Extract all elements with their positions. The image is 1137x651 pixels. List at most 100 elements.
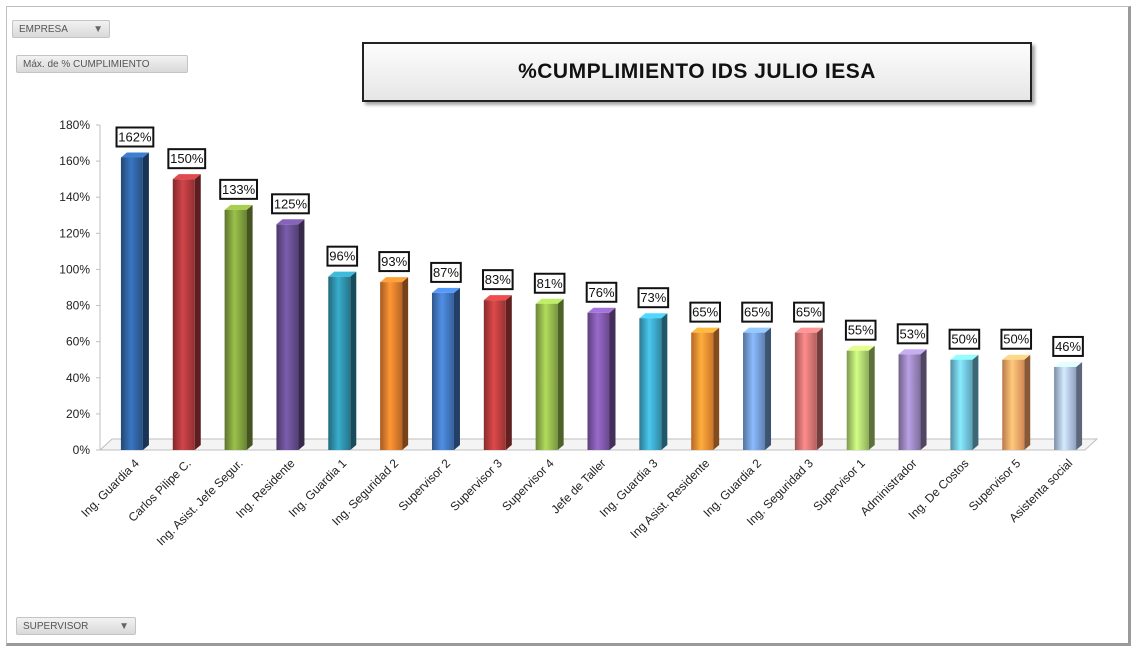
data-label: 65%	[744, 305, 770, 320]
data-label-box	[533, 272, 566, 294]
data-label: 53%	[900, 326, 926, 341]
bar-top	[691, 327, 720, 333]
data-label-box	[378, 251, 410, 273]
bar-top	[1054, 361, 1083, 367]
data-label: 73%	[640, 290, 666, 305]
bar-front	[535, 303, 558, 450]
x-tick-label: Supervisor 3	[447, 456, 505, 514]
measure-field-label: Máx. de % CUMPLIMIENTO	[23, 58, 150, 70]
bar-top	[380, 277, 409, 283]
bar-side	[350, 271, 357, 450]
data-label: 125%	[274, 196, 308, 211]
bar-side	[194, 174, 201, 450]
bar[interactable]	[120, 152, 149, 451]
data-label: 65%	[796, 305, 822, 320]
bar-side	[713, 327, 720, 450]
supervisor-filter-button[interactable]: SUPERVISOR ▼	[16, 617, 136, 635]
bar[interactable]	[380, 277, 409, 450]
y-tick-label: 180%	[59, 118, 90, 132]
bar[interactable]	[431, 287, 460, 450]
y-tick-label: 160%	[59, 154, 90, 168]
empresa-filter-button[interactable]: EMPRESA ▼	[12, 20, 110, 38]
chart-title-box: %CUMPLIMIENTO IDS JULIO IESA	[362, 42, 1032, 102]
bar-side	[661, 313, 668, 450]
y-tick-label: 80%	[66, 299, 90, 313]
bar-top	[120, 152, 149, 158]
bar-top	[950, 354, 979, 360]
bar-front	[276, 224, 299, 450]
bar-front	[224, 209, 247, 450]
bar-front	[431, 292, 454, 450]
bar-front	[743, 332, 766, 450]
data-label-box	[689, 301, 721, 323]
data-label: 50%	[951, 332, 977, 347]
bar-front	[328, 276, 351, 450]
data-label-box	[271, 193, 310, 215]
bar[interactable]	[743, 327, 772, 450]
bar[interactable]	[224, 204, 253, 450]
bar-side	[557, 298, 564, 450]
bar-front	[950, 359, 973, 450]
bar-side	[246, 204, 253, 450]
bar-top	[276, 219, 305, 225]
y-tick-label: 120%	[59, 226, 90, 240]
bar[interactable]	[328, 271, 357, 450]
bar-side	[920, 349, 927, 450]
y-tick-label: 0%	[73, 443, 91, 457]
bar-top	[224, 204, 253, 210]
bar[interactable]	[846, 345, 875, 450]
data-label-box	[430, 261, 462, 283]
bar-side	[1076, 361, 1083, 450]
bar[interactable]	[535, 298, 564, 450]
bar-front	[483, 300, 506, 450]
bar[interactable]	[172, 174, 201, 450]
data-label-box	[1000, 328, 1033, 350]
bar-top	[794, 327, 823, 333]
bar[interactable]	[483, 295, 512, 450]
data-label-box	[585, 281, 618, 303]
bar-front	[587, 312, 610, 450]
y-tick-label: 20%	[66, 407, 90, 421]
bar-top	[639, 313, 668, 319]
chart-title: %CUMPLIMIENTO IDS JULIO IESA	[518, 60, 876, 83]
bar[interactable]	[639, 313, 668, 450]
bar[interactable]	[587, 307, 616, 450]
data-label-box	[948, 328, 981, 350]
bar-top	[898, 349, 927, 355]
bar-front	[1054, 366, 1077, 450]
bar-side	[402, 277, 409, 450]
bar-top	[172, 174, 201, 180]
bar[interactable]	[950, 354, 979, 450]
bar[interactable]	[691, 327, 720, 450]
data-label-box	[482, 269, 514, 291]
bar[interactable]	[1054, 361, 1083, 450]
bar-side	[505, 295, 512, 450]
data-label-box	[219, 178, 259, 200]
bar[interactable]	[794, 327, 823, 450]
data-label: 150%	[170, 151, 204, 166]
bar-side	[816, 327, 823, 450]
bar[interactable]	[898, 349, 927, 450]
x-tick-label: Supervisor 4	[499, 456, 557, 514]
data-label: 133%	[222, 182, 256, 197]
data-label: 55%	[848, 323, 874, 338]
bar-side	[765, 327, 772, 450]
bar-top	[1002, 354, 1031, 360]
y-tick-label: 100%	[59, 262, 90, 276]
filter-icon: ▼	[93, 23, 103, 35]
bar[interactable]	[1002, 354, 1031, 450]
bar-side	[142, 152, 149, 450]
bar-front	[1002, 359, 1025, 450]
filter-icon: ▼	[119, 620, 129, 632]
data-label-box	[1052, 335, 1084, 357]
y-tick-label: 60%	[66, 335, 90, 349]
measure-field-button[interactable]: Máx. de % CUMPLIMIENTO	[16, 55, 188, 73]
x-tick-label: Ing. Asist. Jefe Segur.	[154, 456, 246, 548]
bar[interactable]	[276, 219, 305, 450]
data-label: 46%	[1055, 339, 1081, 354]
data-label: 87%	[433, 265, 459, 280]
bar-front	[120, 157, 143, 450]
bar-top	[431, 287, 460, 293]
bar-top	[483, 295, 512, 301]
y-tick-label: 40%	[66, 371, 90, 385]
